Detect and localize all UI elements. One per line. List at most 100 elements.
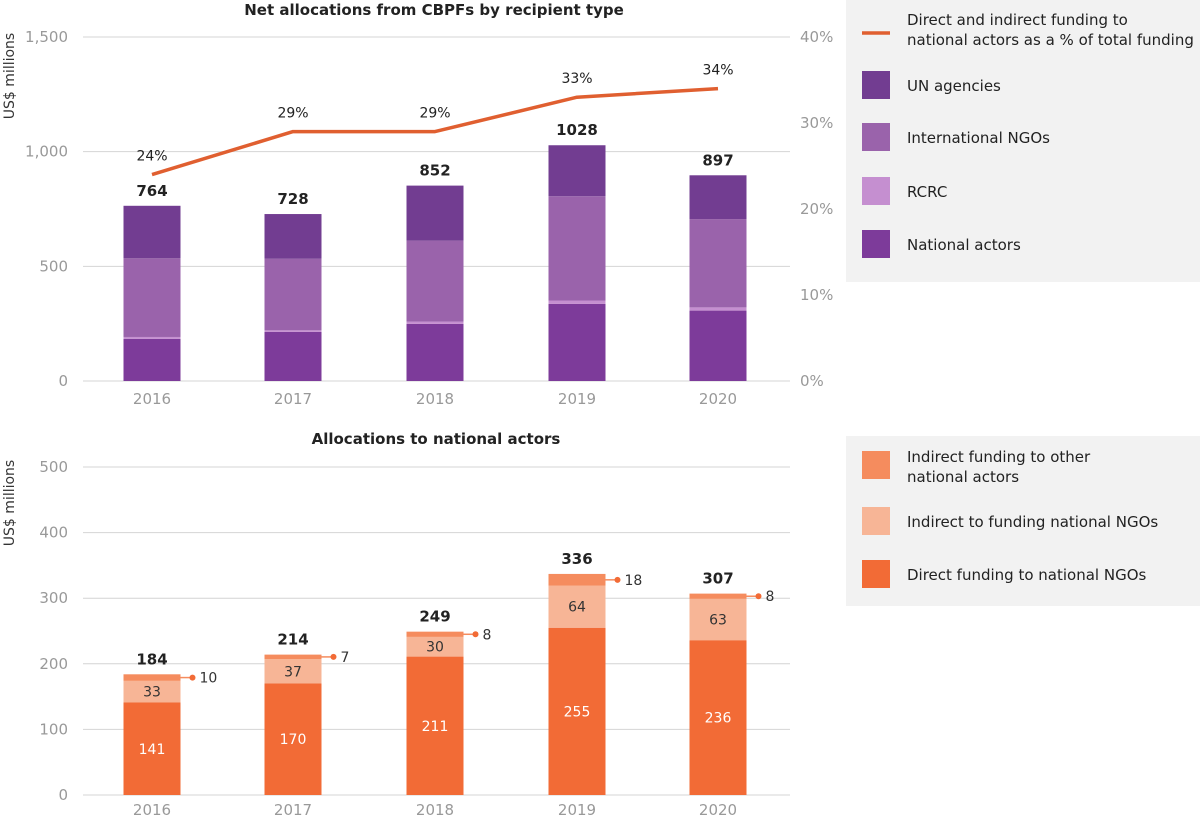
chart-2-legend-swatch [862,560,890,588]
chart-1-y-tick: 500 [39,257,68,275]
chart-2-x-tick: 2016 [133,801,171,817]
chart-1-bar-segment [123,258,181,337]
chart-1-percent-label: 29% [277,106,308,122]
chart-1-bar-segment [548,145,606,197]
chart-1-bar-segment [406,321,464,324]
chart-1-total-label: 728 [277,190,308,208]
chart-2-direct-label: 170 [280,732,307,748]
chart-recipient-type: Net allocations from CBPFs by recipient … [2,0,1200,408]
chart-2-segment-labels: 141 33 170 37 211 30 255 64 236 63 [139,600,732,758]
chart-1-bar-segment [123,338,181,381]
chart-1-legend-label: International NGOs [907,129,1050,147]
chart-1-total-label: 897 [702,151,733,169]
chart-2-bar-segment [123,680,181,703]
chart-1-y2-tick: 10% [800,286,833,304]
chart-1-y2-tick: 0% [800,372,824,390]
chart-2-other-label: 10 [200,671,218,687]
chart-2-direct-label: 211 [422,719,449,735]
chart-2-other-label: 18 [625,573,643,589]
chart-2-callouts: 10 7 8 18 8 [180,573,774,687]
chart-1-y-ticks: 0 500 1,000 1,500 [25,28,68,390]
chart-2-bar-segment [548,627,606,795]
chart-2-bar-segment [406,636,464,657]
chart-1-y2-tick: 30% [800,114,833,132]
chart-2-bar-segment [264,654,322,660]
chart-1-legend-swatch [862,71,890,99]
chart-2-indirect-ngo-label: 64 [568,600,586,616]
chart-1-x-tick: 2018 [416,390,454,408]
chart-1-legend-label: Direct and indirect funding to [907,11,1128,29]
chart-2-bar-segment [548,585,606,628]
chart-2-y-tick: 300 [39,589,68,607]
chart-1-total-labels: 764 728 852 1028 897 [136,121,733,208]
chart-1-bar-segment [406,185,464,241]
chart-2-y-tick: 200 [39,655,68,673]
chart-1-y-tick: 1,000 [25,143,68,161]
chart-1-legend-swatch [862,230,890,258]
chart-2-bar-segment [123,674,181,681]
chart-1-x-ticks: 2016 2017 2018 2019 2020 [133,390,737,408]
chart-2-total-labels: 184 214 249 336 307 [136,550,733,668]
chart-2-indirect-ngo-label: 63 [709,613,727,629]
chart-1-bar-segment [406,240,464,322]
chart-1-total-label: 852 [419,162,450,180]
chart-1-bar-segment [689,219,747,308]
chart-2-callout-dot [330,653,337,660]
chart-1-percent-label: 29% [419,106,450,122]
chart-2-x-ticks: 2016 2017 2018 2019 2020 [133,801,737,817]
chart-1-bar-segment [123,336,181,339]
chart-2-total-label: 336 [561,550,592,568]
chart-national-actors: Allocations to national actors US$ milli… [2,430,1200,817]
chart-2-bar-segment [689,640,747,795]
chart-2-bar-segment [264,659,322,684]
chart-2-title: Allocations to national actors [312,430,561,448]
chart-2-bars [123,573,747,795]
chart-1-x-tick: 2020 [699,390,737,408]
chart-1-y2-ticks: 0% 10% 20% 30% 40% [800,28,833,390]
chart-2-direct-label: 255 [564,704,591,720]
chart-1-bar-segment [264,331,322,381]
chart-2-total-label: 249 [419,608,450,626]
chart-1-total-label: 1028 [556,121,598,139]
chart-2-total-label: 184 [136,650,167,668]
chart-1-bars [123,145,747,381]
chart-2-callout-dot [472,631,479,638]
chart-1-bar-segment [548,196,606,301]
chart-1-bar-segment [406,323,464,381]
chart-1-legend-box [846,0,1200,282]
chart-2-x-tick: 2018 [416,801,454,817]
chart-2-legend-label: national actors [907,468,1019,486]
chart-1-x-tick: 2019 [558,390,596,408]
chart-1-percent-label: 24% [136,149,167,165]
chart-2-legend: Indirect funding to other national actors… [846,436,1200,606]
chart-1-legend-swatch [862,177,890,205]
chart-1-y-axis-label: US$ millions [2,33,18,119]
chart-2-legend-swatch [862,507,890,535]
chart-1-bar-segment [548,300,606,304]
chart-2-callout-dot [189,674,196,681]
chart-2-total-label: 214 [277,631,308,649]
chart-2-legend-label: Direct funding to national NGOs [907,566,1146,584]
chart-2-direct-label: 141 [139,742,166,758]
chart-2-bar-segment [406,631,464,637]
chart-1-y-tick: 1,500 [25,28,68,46]
chart-2-other-label: 8 [483,627,492,643]
chart-1-legend-label: National actors [907,236,1021,254]
chart-2-y-axis-label: US$ millions [2,460,18,546]
chart-2-total-label: 307 [702,570,733,588]
chart-1-percent-line-path [151,86,719,177]
chart-2-bar-segment [406,656,464,795]
chart-1-bar-segment [548,303,606,381]
chart-1-legend-swatch [862,123,890,151]
chart-2-bar-segment [548,573,606,586]
chart-1-x-tick: 2016 [133,390,171,408]
chart-1-x-tick: 2017 [274,390,312,408]
chart-2-x-tick: 2020 [699,801,737,817]
chart-1-title: Net allocations from CBPFs by recipient … [244,1,624,19]
chart-1-y2-tick: 40% [800,28,833,46]
chart-1-bar-segment [264,214,322,259]
chart-1-bar-segment [689,310,747,381]
chart-1-legend-label: RCRC [907,183,947,201]
chart-1-legend-label: UN agencies [907,77,1001,95]
chart-2-bar-segment [689,593,747,599]
